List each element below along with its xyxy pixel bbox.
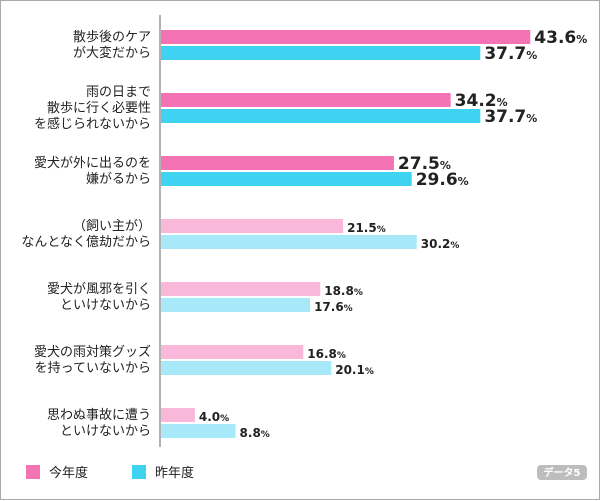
bar-current-year <box>161 219 344 233</box>
legend-current-year-swatch <box>26 465 40 479</box>
value-label: 27.5% <box>398 154 451 174</box>
bar-current-year <box>161 345 304 359</box>
category-label: （飼い主が）なんとなく億劫だから <box>21 219 151 250</box>
value-label: 37.7% <box>484 44 537 64</box>
legend-current-year-label: 今年度 <box>49 465 88 481</box>
category-label: 愛犬が外に出るのを嫌がるから <box>34 156 151 187</box>
bar-previous-year <box>161 361 332 375</box>
data-badge-label: データ5 <box>544 466 581 479</box>
data-badge <box>537 465 587 480</box>
value-label: 30.2% <box>421 237 460 251</box>
legend-previous-year-swatch <box>132 465 146 479</box>
category-label: 愛犬が風邪を引くといけないから <box>47 282 151 313</box>
category-label: 愛犬の雨対策グッズを持っていないから <box>34 344 151 376</box>
bar-current-year <box>161 93 451 107</box>
bar-current-year <box>161 30 531 44</box>
bar-previous-year <box>161 46 481 60</box>
value-label: 21.5% <box>347 221 386 235</box>
value-label: 20.1% <box>335 363 374 377</box>
value-label: 18.8% <box>324 284 363 298</box>
category-label: 散歩後のケアが大変だから <box>73 30 151 61</box>
value-label: 34.2% <box>455 91 508 111</box>
bar-previous-year <box>161 298 311 312</box>
bar-previous-year <box>161 424 236 438</box>
bar-previous-year <box>161 235 417 249</box>
value-label: 4.0% <box>199 410 229 424</box>
value-label: 37.7% <box>484 107 537 127</box>
legend-previous-year-label: 昨年度 <box>155 465 194 481</box>
value-label: 43.6% <box>534 28 587 48</box>
category-label: 思わぬ事故に遭うといけないから <box>47 408 151 439</box>
bar-current-year <box>161 156 394 170</box>
value-label: 17.6% <box>314 300 353 314</box>
value-label: 8.8% <box>240 426 270 440</box>
category-label: 雨の日まで散歩に行く必要性を感じられないから <box>34 85 151 132</box>
value-label: 29.6% <box>416 170 469 190</box>
bar-current-year <box>161 408 195 422</box>
bar-current-year <box>161 282 321 296</box>
bar-previous-year <box>161 172 412 186</box>
value-label: 16.8% <box>307 347 346 361</box>
bar-previous-year <box>161 109 481 123</box>
